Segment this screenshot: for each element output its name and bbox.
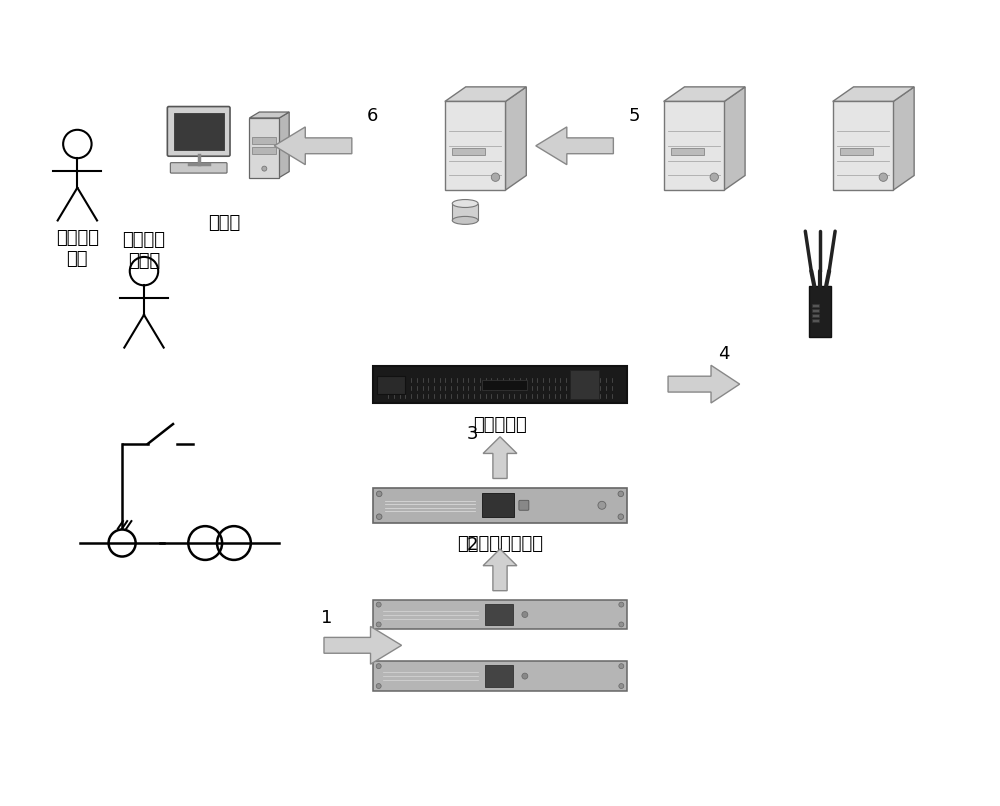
Polygon shape <box>324 626 402 664</box>
FancyBboxPatch shape <box>482 493 514 517</box>
FancyBboxPatch shape <box>445 102 505 190</box>
Polygon shape <box>505 87 526 190</box>
Circle shape <box>618 491 624 496</box>
FancyBboxPatch shape <box>671 147 704 155</box>
Circle shape <box>598 501 606 509</box>
Circle shape <box>376 602 381 607</box>
Text: 5: 5 <box>629 107 640 125</box>
Polygon shape <box>483 437 517 479</box>
FancyBboxPatch shape <box>167 106 230 156</box>
Text: 主站工作
人员: 主站工作 人员 <box>56 229 99 268</box>
Text: 客户端: 客户端 <box>208 214 241 232</box>
FancyBboxPatch shape <box>570 370 599 398</box>
Polygon shape <box>274 127 352 164</box>
FancyBboxPatch shape <box>482 380 527 390</box>
Circle shape <box>376 663 381 669</box>
FancyBboxPatch shape <box>373 366 627 402</box>
FancyBboxPatch shape <box>809 286 831 338</box>
Ellipse shape <box>452 217 478 224</box>
FancyBboxPatch shape <box>664 102 724 190</box>
Polygon shape <box>279 112 289 177</box>
Circle shape <box>879 173 887 181</box>
Polygon shape <box>893 87 914 190</box>
Text: 2: 2 <box>466 536 478 554</box>
Circle shape <box>376 622 381 627</box>
Ellipse shape <box>452 200 478 207</box>
Text: 3: 3 <box>466 425 478 442</box>
FancyBboxPatch shape <box>812 309 819 312</box>
FancyBboxPatch shape <box>812 318 819 322</box>
Text: 变电站实
验人员: 变电站实 验人员 <box>122 231 165 270</box>
FancyBboxPatch shape <box>840 147 873 155</box>
Text: 二次保护测控设备: 二次保护测控设备 <box>457 535 543 553</box>
Circle shape <box>619 663 624 669</box>
Circle shape <box>522 612 528 617</box>
Polygon shape <box>724 87 745 190</box>
Polygon shape <box>536 127 613 164</box>
Text: 1: 1 <box>321 609 333 626</box>
Circle shape <box>619 622 624 627</box>
Circle shape <box>710 173 718 181</box>
FancyBboxPatch shape <box>812 304 819 306</box>
Polygon shape <box>833 87 914 102</box>
FancyBboxPatch shape <box>373 661 627 691</box>
FancyBboxPatch shape <box>170 163 227 173</box>
Circle shape <box>376 491 382 496</box>
Text: 4: 4 <box>718 345 730 364</box>
FancyBboxPatch shape <box>485 665 513 687</box>
FancyBboxPatch shape <box>252 147 276 154</box>
Circle shape <box>619 602 624 607</box>
FancyBboxPatch shape <box>377 376 405 394</box>
Text: 远动网关机: 远动网关机 <box>473 416 527 434</box>
FancyBboxPatch shape <box>252 137 276 143</box>
Text: 6: 6 <box>367 107 378 125</box>
Circle shape <box>376 514 382 520</box>
Polygon shape <box>445 87 526 102</box>
Polygon shape <box>249 112 289 118</box>
FancyBboxPatch shape <box>249 118 279 177</box>
FancyBboxPatch shape <box>174 113 224 150</box>
FancyBboxPatch shape <box>833 102 893 190</box>
Circle shape <box>262 166 267 171</box>
Circle shape <box>618 514 624 520</box>
FancyBboxPatch shape <box>485 604 513 625</box>
Circle shape <box>376 683 381 688</box>
Circle shape <box>619 683 624 688</box>
FancyBboxPatch shape <box>452 147 485 155</box>
FancyBboxPatch shape <box>373 600 627 629</box>
Polygon shape <box>668 365 740 403</box>
Polygon shape <box>664 87 745 102</box>
Circle shape <box>522 673 528 679</box>
FancyBboxPatch shape <box>519 501 529 510</box>
FancyBboxPatch shape <box>373 488 627 522</box>
FancyBboxPatch shape <box>812 314 819 317</box>
Circle shape <box>491 173 500 181</box>
FancyBboxPatch shape <box>452 203 478 220</box>
Polygon shape <box>483 549 517 591</box>
